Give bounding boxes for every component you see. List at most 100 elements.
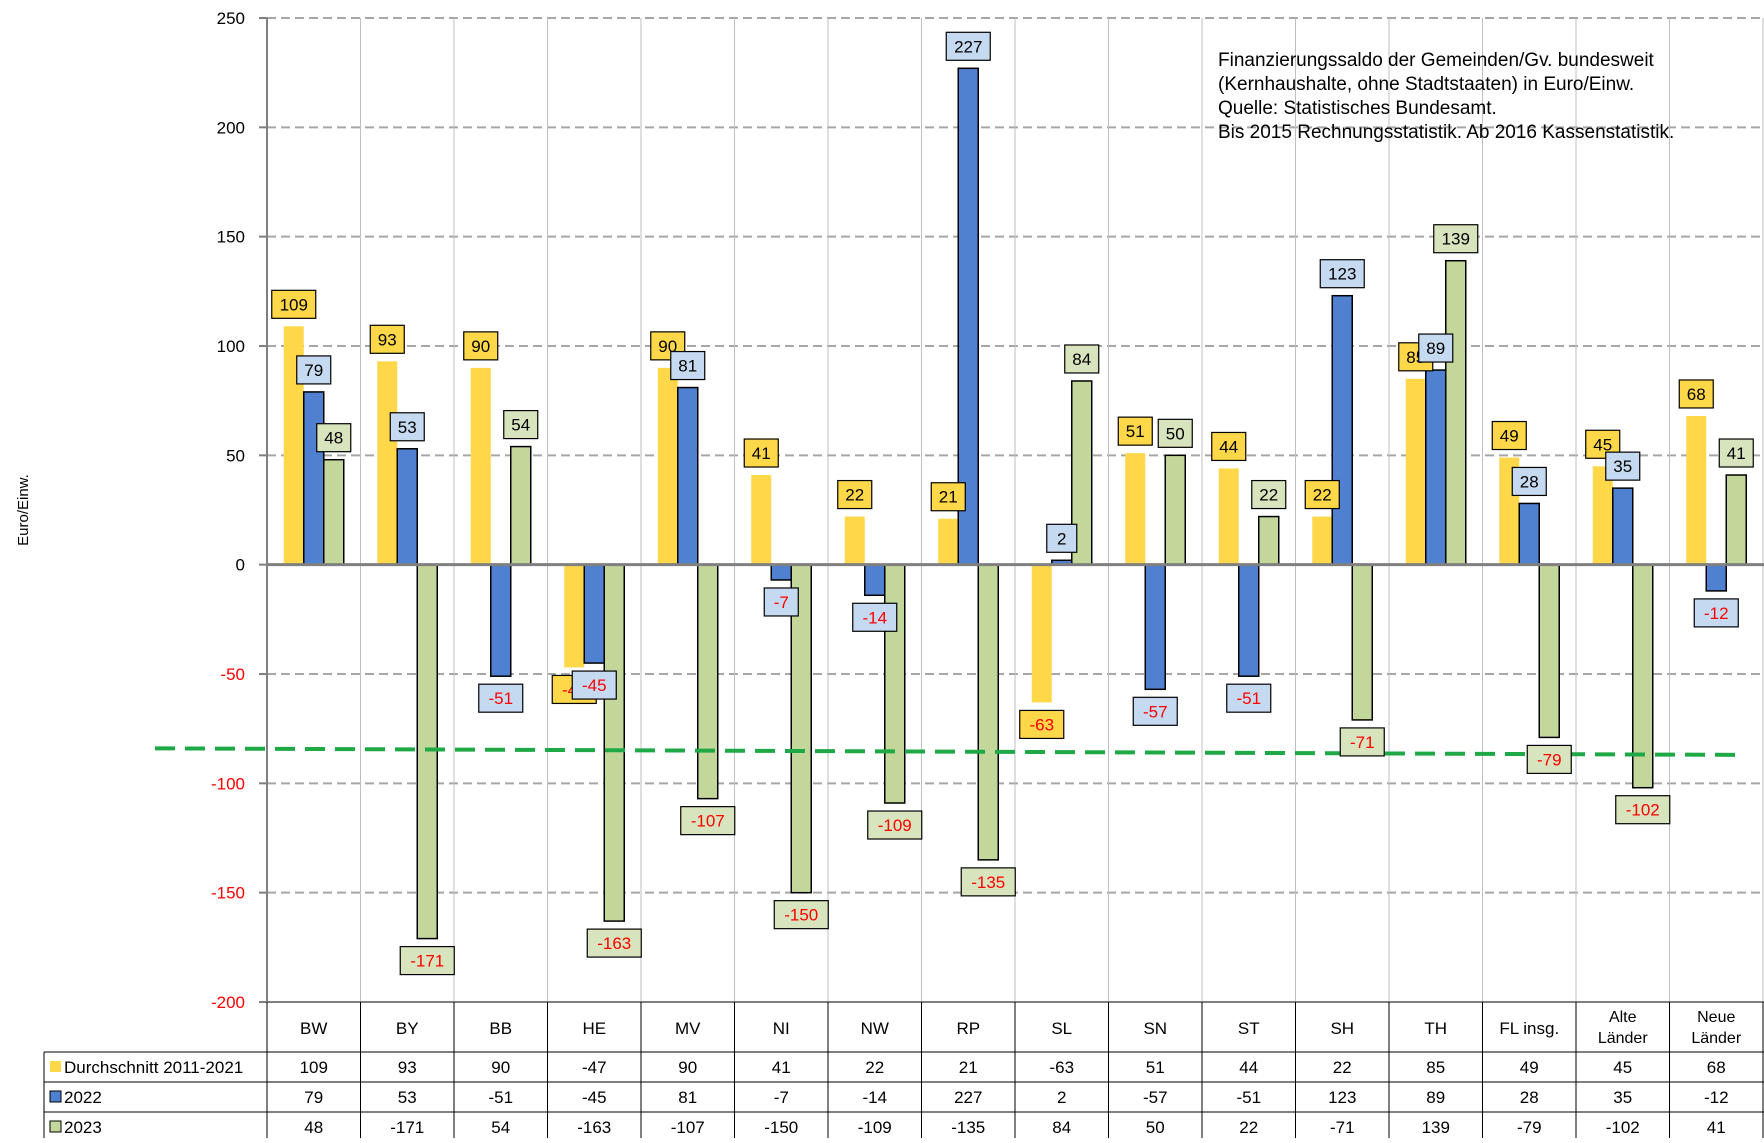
- bar: [396, 448, 418, 566]
- x-tick-label: SN: [1143, 1019, 1167, 1038]
- data-label-box: [271, 289, 317, 319]
- data-label-text: -163: [597, 934, 631, 953]
- data-label-text: 90: [471, 337, 490, 356]
- data-label-box: [743, 438, 779, 468]
- data-label-text: -63: [1029, 715, 1054, 734]
- data-label: -107: [680, 806, 736, 836]
- bar: [751, 475, 772, 565]
- data-label-text: -135: [971, 873, 1005, 892]
- data-label-box: [1117, 416, 1153, 446]
- x-tick-label: BB: [489, 1019, 512, 1038]
- data-label-text: 89: [1426, 339, 1445, 358]
- data-label: 139: [1433, 224, 1479, 254]
- bar: [303, 391, 325, 566]
- y-tick-label: -100: [211, 774, 245, 793]
- table-cell: 51: [1146, 1058, 1165, 1077]
- table-cell: 41: [772, 1058, 791, 1077]
- data-label-text: 22: [1259, 486, 1278, 505]
- table-cell: -107: [671, 1118, 705, 1137]
- data-label-box: [960, 867, 1016, 897]
- data-label-text: 22: [1313, 486, 1332, 505]
- data-label-box: [463, 331, 499, 361]
- table-cell: 139: [1422, 1118, 1450, 1137]
- table-cell: -45: [582, 1088, 607, 1107]
- data-label-box: [1678, 379, 1714, 409]
- data-label: 41: [743, 438, 779, 468]
- data-label: 93: [369, 324, 405, 354]
- bar: [1238, 563, 1260, 677]
- data-label-text: 53: [398, 418, 417, 437]
- bar: [377, 361, 398, 565]
- x-tick-label: ST: [1238, 1019, 1260, 1038]
- data-label: 48: [316, 423, 352, 453]
- bar: [977, 563, 999, 861]
- bar: [1144, 563, 1166, 691]
- table-cell: 35: [1613, 1088, 1632, 1107]
- data-label: 79: [296, 355, 332, 385]
- x-tick-label: NW: [861, 1019, 889, 1038]
- data-label: 49: [1491, 420, 1527, 451]
- data-label-box: [503, 409, 539, 440]
- legend-label: Durchschnitt 2011-2021: [64, 1058, 243, 1077]
- data-label: 35: [1605, 451, 1641, 481]
- table-cell: 41: [1707, 1118, 1726, 1137]
- data-label-text: 35: [1613, 457, 1632, 476]
- data-label-box: [1491, 420, 1527, 451]
- bar: [770, 563, 792, 581]
- table-cell: -47: [582, 1058, 607, 1077]
- bar: [583, 563, 605, 664]
- data-label-box: [1433, 224, 1479, 254]
- data-label-text: 79: [304, 361, 323, 380]
- bar: [844, 516, 865, 565]
- data-label-box: [763, 587, 799, 617]
- data-label-box: [571, 670, 617, 700]
- x-tick-label: SH: [1330, 1019, 1354, 1038]
- data-label-text: -109: [878, 816, 912, 835]
- data-label-box: [399, 945, 455, 976]
- data-label: -171: [399, 945, 455, 976]
- bar: [1518, 502, 1540, 566]
- data-label: 81: [670, 350, 706, 381]
- legend-swatch: [50, 1061, 61, 1072]
- bar: [1218, 468, 1239, 565]
- data-label-text: 84: [1072, 350, 1091, 369]
- x-tick-label: BW: [300, 1019, 327, 1038]
- bar: [1425, 369, 1447, 566]
- x-tick-label: SL: [1051, 1019, 1072, 1038]
- table-cell: -12: [1704, 1088, 1729, 1107]
- y-tick-label: -150: [211, 884, 245, 903]
- data-label-text: -12: [1704, 604, 1729, 623]
- table-cell: 85: [1426, 1058, 1445, 1077]
- data-label: 109: [271, 289, 317, 319]
- data-label-text: 109: [280, 295, 308, 314]
- data-label-text: 22: [845, 486, 864, 505]
- data-label-text: -57: [1143, 702, 1168, 721]
- data-label-text: 93: [378, 330, 397, 349]
- bar: [1331, 294, 1353, 566]
- data-label: -14: [852, 602, 898, 632]
- annotation-line: Quelle: Statistisches Bundesamt.: [1218, 98, 1497, 119]
- table-cell: 84: [1052, 1118, 1071, 1137]
- data-label-text: 123: [1328, 265, 1356, 284]
- data-label-text: 51: [1126, 422, 1145, 441]
- table-cell: -63: [1049, 1058, 1074, 1077]
- data-label-text: 227: [954, 37, 982, 56]
- table-cell: 123: [1328, 1088, 1356, 1107]
- data-label: 90: [463, 331, 499, 361]
- data-label: -7: [763, 587, 799, 617]
- data-label-box: [1718, 438, 1754, 468]
- table-cell: 54: [491, 1118, 510, 1137]
- data-label-text: -51: [1236, 689, 1261, 708]
- data-label-box: [1251, 479, 1287, 510]
- bar: [470, 367, 491, 565]
- data-label-box: [680, 806, 736, 836]
- bar: [864, 563, 886, 597]
- x-tick-label: MV: [675, 1019, 701, 1038]
- data-label-box: [1511, 466, 1547, 497]
- data-label-box: [1157, 418, 1193, 448]
- data-label: 227: [945, 31, 991, 61]
- data-label-text: 2: [1057, 529, 1066, 548]
- y-tick-label: -50: [220, 665, 245, 684]
- table-cell: -14: [862, 1088, 887, 1107]
- data-label-box: [930, 482, 966, 512]
